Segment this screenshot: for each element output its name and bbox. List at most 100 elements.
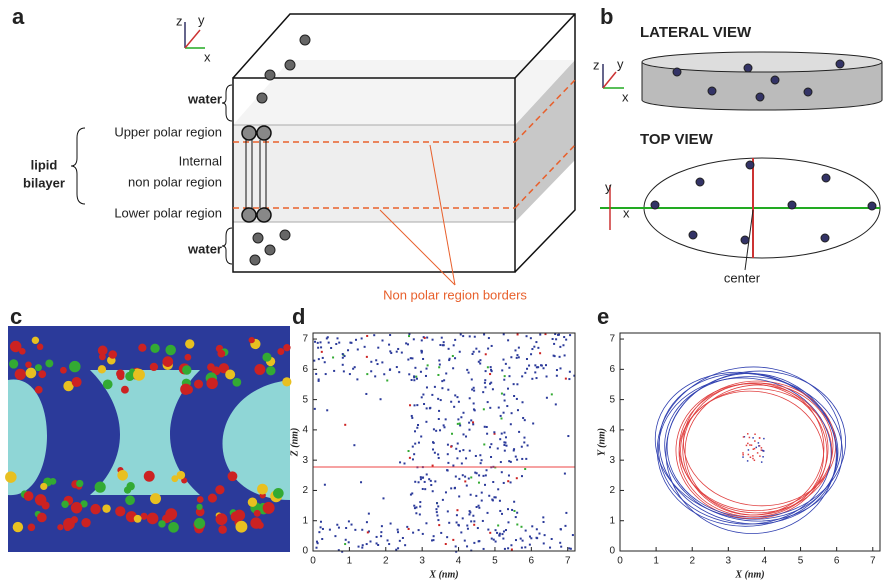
bead [422,358,424,360]
bead [408,335,410,337]
bead [530,353,532,355]
bead [560,367,562,369]
bead [501,533,503,535]
bead [443,341,445,343]
bead [472,421,474,423]
bead [454,394,456,396]
bead [401,352,403,354]
bead [5,471,16,482]
bead [218,525,227,534]
x-tick-label: 3 [419,556,425,567]
bead [523,437,525,439]
bead [324,361,326,363]
layer-label: Lower polar region [114,205,222,220]
bead [495,541,497,543]
bead [426,368,428,370]
bead [427,364,429,366]
bead [366,335,368,337]
bead [469,450,471,452]
bead [459,450,461,452]
bead [416,404,418,406]
bead [456,396,458,398]
bead [481,492,483,494]
bead [248,497,257,506]
bead [572,534,574,536]
center-point [750,457,752,459]
lateral-disc [642,52,882,110]
bead [162,356,173,367]
bead [450,401,452,403]
bead [397,531,399,533]
bead [348,541,350,543]
bead [483,548,485,550]
bead [413,379,415,381]
bead [382,497,384,499]
bead [407,343,409,345]
bead [564,473,566,475]
bead [483,333,485,335]
bead [489,446,491,448]
bead [208,494,217,503]
bead [478,505,480,507]
bead [487,512,489,514]
bead [438,457,440,459]
bead [537,347,539,349]
bead [277,348,284,355]
bead [437,519,439,521]
bead [536,377,538,379]
bead [546,397,548,399]
bead [330,347,332,349]
bead [377,347,379,349]
bead [522,417,524,419]
x-tick-label: 5 [492,556,498,567]
bead [457,418,459,420]
bead [407,359,409,361]
bead [361,529,363,531]
bead [404,544,406,546]
bead [458,478,460,480]
bead [565,378,567,380]
panel-label: c [10,304,22,329]
bead [432,339,434,341]
bead [342,364,344,366]
bead [438,359,440,361]
bead [539,352,541,354]
bead [380,531,382,533]
bead [420,478,422,480]
bead [406,526,408,528]
bead [445,543,447,545]
bead [355,339,357,341]
bead [439,364,441,366]
bead [15,369,26,380]
bead [225,370,235,380]
bead [498,534,500,536]
bead [458,401,460,403]
bead [487,348,489,350]
bead [489,383,491,385]
bead [388,543,390,545]
bead [434,480,436,482]
bead [387,539,389,541]
bead [468,422,470,424]
bead [426,337,428,339]
bead [234,510,245,521]
bead [468,429,470,431]
center-point [762,450,764,452]
bead [472,515,474,517]
bead [257,484,268,495]
bead [487,401,489,403]
bead [492,388,494,390]
bead [551,393,553,395]
bead [344,355,346,357]
bead [475,495,477,497]
bead [559,356,561,358]
bead [521,547,523,549]
bead [533,346,535,348]
bead [508,375,510,377]
bead [565,339,567,341]
bead [345,539,347,541]
bead [468,478,470,480]
bead [320,521,322,523]
center-point [747,433,749,435]
bead [503,482,505,484]
